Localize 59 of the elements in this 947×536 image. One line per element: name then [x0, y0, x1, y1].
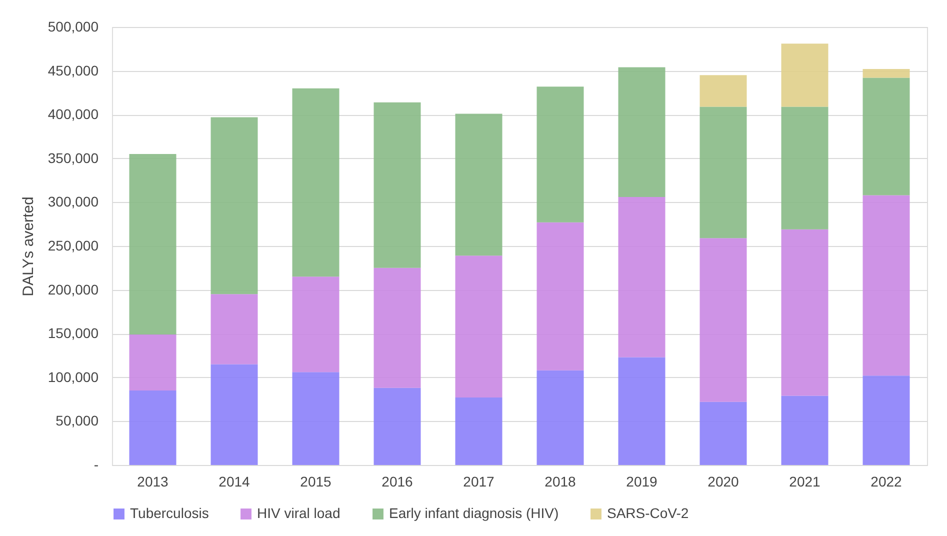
bar [618, 357, 666, 465]
bar [210, 117, 258, 294]
bar [210, 364, 258, 465]
bar [700, 106, 747, 238]
x-tick-label: 2022 [870, 474, 902, 490]
y-tick-label: 100,000 [48, 368, 99, 385]
x-tick-label: 2013 [137, 474, 169, 490]
legend-label: Tuberculosis [130, 505, 209, 521]
bar [129, 390, 176, 465]
y-tick-label: 400,000 [48, 106, 99, 122]
x-tick-label: 2016 [382, 474, 414, 490]
bar [618, 196, 666, 358]
bar [374, 268, 421, 388]
bar [536, 86, 584, 222]
y-tick-label: 250,000 [48, 238, 99, 254]
bar [781, 44, 828, 107]
x-tick-label: 2019 [626, 474, 658, 490]
bar [862, 78, 910, 196]
y-tick-label: - [94, 456, 99, 472]
bar [292, 276, 340, 372]
bar [781, 229, 828, 396]
bar [210, 294, 258, 364]
bar [862, 376, 910, 465]
bar [536, 370, 584, 465]
bar [536, 222, 584, 370]
bar [455, 114, 502, 256]
legend-label: SARS-CoV-2 [607, 505, 689, 521]
bar [129, 154, 176, 334]
x-tick-label: 2018 [544, 474, 576, 490]
bar [700, 75, 747, 107]
y-tick-label: 350,000 [48, 150, 99, 166]
bar [292, 88, 340, 277]
y-tick-label: 300,000 [48, 194, 99, 210]
bar [862, 69, 910, 78]
bar [781, 396, 828, 465]
x-tick-label: 2015 [300, 474, 332, 490]
bar [618, 67, 666, 197]
x-tick-label: 2021 [789, 474, 821, 490]
x-tick-label: 2014 [218, 474, 250, 490]
bar [292, 372, 340, 465]
legend-label: HIV viral load [257, 505, 340, 521]
bar [374, 388, 421, 465]
bar [455, 256, 502, 398]
bar [129, 334, 176, 391]
bar [862, 195, 910, 376]
y-tick-label: 200,000 [48, 281, 99, 298]
y-tick-label: 500,000 [48, 18, 99, 34]
y-tick-label: 450,000 [48, 62, 99, 78]
bar [700, 238, 747, 402]
x-tick-label: 2017 [463, 474, 495, 490]
x-tick-label: 2020 [708, 474, 740, 490]
bar [700, 402, 747, 465]
bar [781, 106, 828, 230]
y-tick-label: 50,000 [56, 412, 99, 429]
bar [455, 398, 502, 465]
y-tick-label: 150,000 [48, 325, 99, 342]
y-axis-title: DALYs averted [20, 196, 37, 296]
bar [374, 102, 421, 268]
legend-label: Early infant diagnosis (HIV) [389, 505, 559, 521]
